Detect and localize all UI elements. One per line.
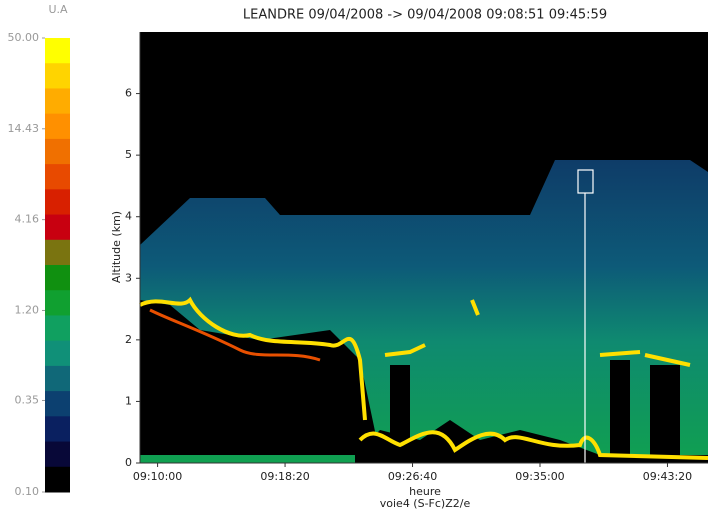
y-tick-label: 4 — [125, 210, 132, 223]
colorbar-band — [45, 315, 70, 342]
y-tick-label: 0 — [125, 456, 132, 469]
colorbar-band — [45, 38, 70, 64]
x-tick-label: 09:18:20 — [260, 470, 309, 483]
colorbar-band — [45, 265, 70, 291]
colorbar-band — [45, 189, 70, 216]
colorbar-band — [45, 113, 70, 140]
colorbar-band — [45, 416, 70, 443]
colorbar-band — [45, 88, 70, 115]
colorbar-band — [45, 138, 70, 165]
y-tick-label: 3 — [125, 271, 132, 284]
colorbar-band — [45, 164, 70, 190]
colorbar-band — [45, 365, 70, 392]
colorbar-band — [45, 441, 70, 468]
y-tick-label: 6 — [125, 87, 132, 100]
colorbar-band — [45, 239, 70, 266]
colorbar-label: U.A — [48, 3, 68, 16]
colorbar-band — [45, 214, 70, 241]
colorbar-tick-label: 0.35 — [15, 393, 40, 406]
colorbar-band — [45, 466, 70, 493]
x-tick-label: 09:35:00 — [515, 470, 564, 483]
x-tick-label: 09:10:00 — [133, 470, 182, 483]
colorbar-tick-label: 1.20 — [15, 303, 40, 316]
y-tick-label: 5 — [125, 148, 132, 161]
colorbar-band — [45, 63, 70, 89]
colorbar-tick-label: 0.10 — [15, 485, 40, 498]
x-tick-label: 09:26:40 — [388, 470, 437, 483]
colorbar-band — [45, 391, 70, 417]
y-tick-label: 2 — [125, 333, 132, 346]
colorbar-band — [45, 340, 70, 367]
colorbar-tick-label: 14.43 — [8, 122, 40, 135]
y-tick-label: 1 — [125, 394, 132, 407]
x-axis-label: heure — [409, 485, 441, 498]
chart-title: LEANDRE 09/04/2008 -> 09/04/2008 09:08:5… — [243, 8, 607, 23]
colorbar-tick-label: 4.16 — [15, 213, 40, 226]
colorbar-band — [45, 290, 70, 316]
heatmap-image — [139, 32, 709, 463]
subtitle: voie4 (S-Fc)Z2/e — [380, 497, 471, 510]
colorbar-tick-label: 50.00 — [8, 31, 40, 44]
y-axis-label: Altitude (km) — [110, 211, 123, 283]
x-tick-label: 09:43:20 — [643, 470, 692, 483]
